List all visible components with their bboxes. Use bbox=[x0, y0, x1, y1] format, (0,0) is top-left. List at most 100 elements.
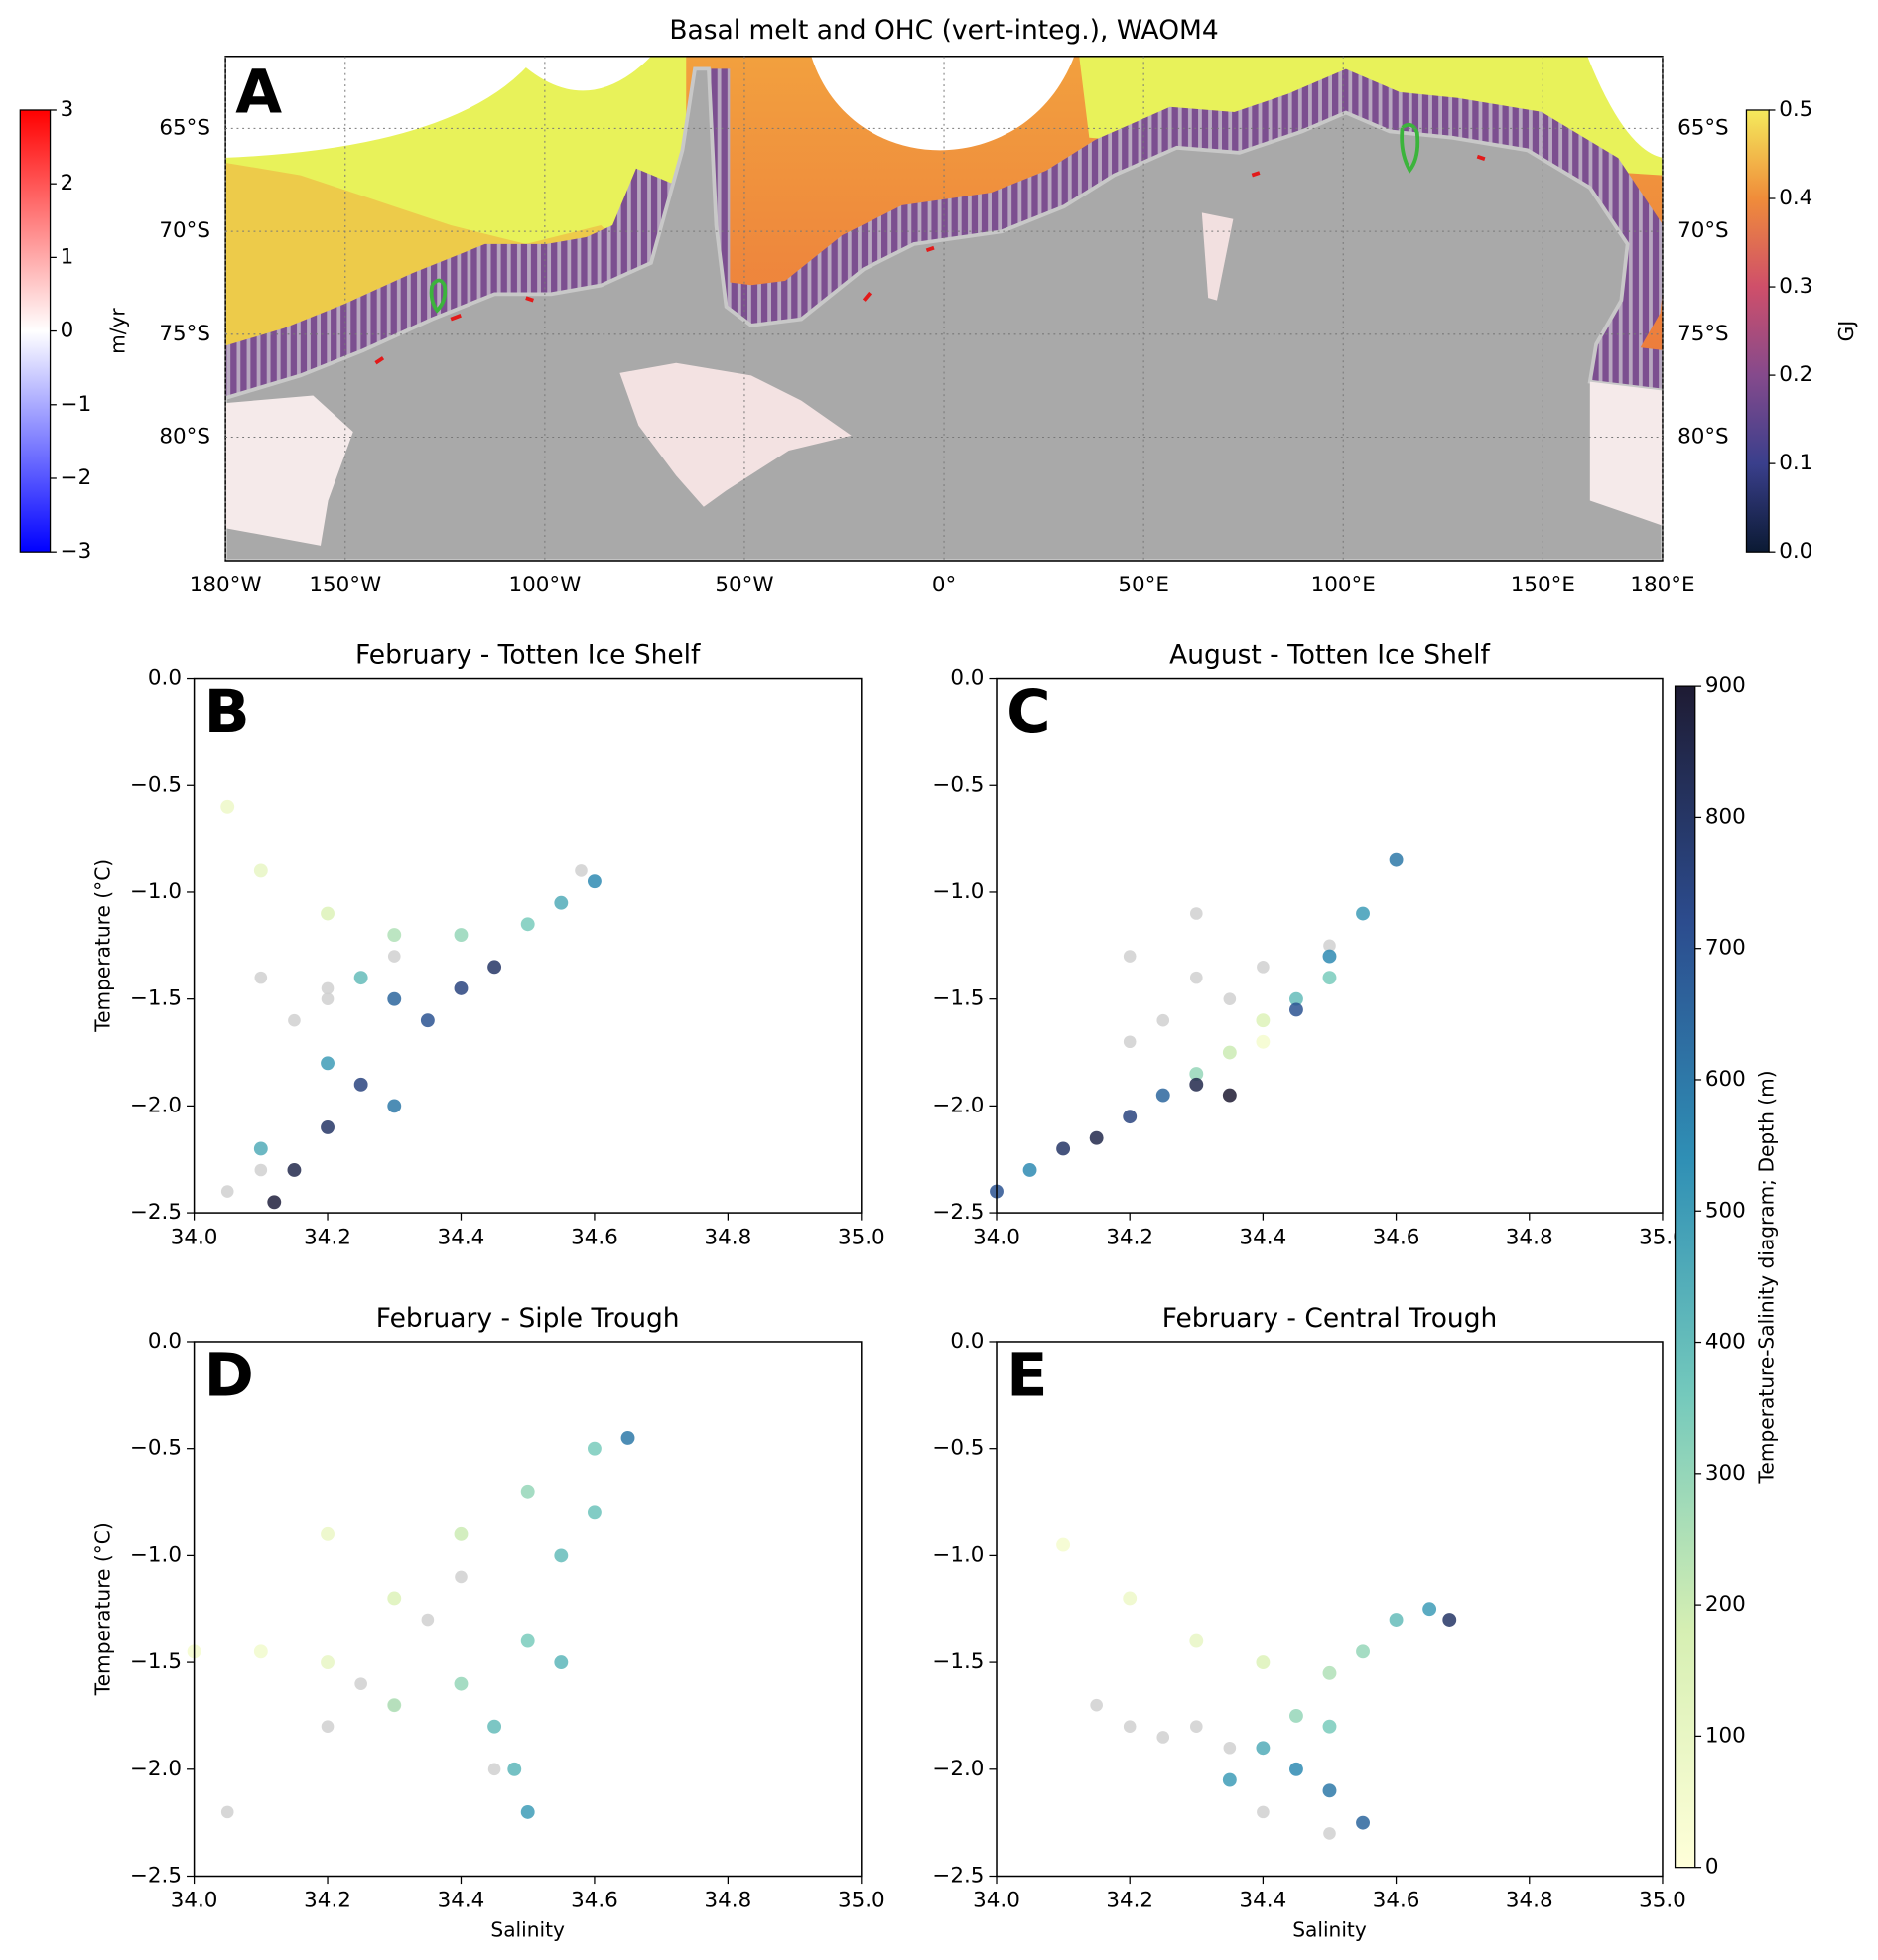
point bbox=[1022, 1163, 1037, 1177]
point bbox=[507, 1762, 522, 1776]
chart-title: February - Siple Trough bbox=[376, 1303, 680, 1334]
point bbox=[1090, 1698, 1103, 1712]
colorbar bbox=[19, 109, 52, 553]
axes-frame bbox=[996, 1341, 1664, 1878]
point bbox=[1289, 1709, 1303, 1723]
y-tick-label: 0.0 bbox=[148, 1329, 182, 1354]
colorbar-tick-label: 0.2 bbox=[1779, 362, 1812, 387]
point bbox=[1256, 1034, 1271, 1049]
point bbox=[1222, 1088, 1237, 1103]
point bbox=[487, 960, 502, 975]
point bbox=[1322, 1719, 1337, 1734]
colorbar bbox=[1745, 109, 1770, 553]
point bbox=[321, 981, 335, 995]
panel-label: C bbox=[1006, 678, 1050, 747]
map-edge bbox=[513, 56, 651, 91]
point bbox=[387, 1099, 402, 1113]
x-tick-label: 34.6 bbox=[571, 1889, 618, 1913]
colorbar-tick-label: 0.0 bbox=[1779, 539, 1812, 564]
point bbox=[1356, 1815, 1370, 1830]
panel-label: E bbox=[1006, 1341, 1047, 1410]
colorbar-tick-label: 0 bbox=[1705, 1855, 1719, 1880]
point bbox=[1257, 961, 1270, 974]
colorbar-tick-label: 100 bbox=[1705, 1723, 1746, 1748]
point bbox=[287, 1163, 302, 1177]
x-tick-label: 34.4 bbox=[1240, 1225, 1287, 1249]
x-tick-label: 180°W bbox=[190, 573, 262, 597]
chart-title: February - Central Trough bbox=[1162, 1303, 1498, 1334]
x-tick-label: 50°E bbox=[1118, 573, 1169, 597]
point bbox=[455, 1570, 468, 1584]
x-tick-label: 150°W bbox=[309, 573, 381, 597]
x-tick-label: 34.2 bbox=[304, 1225, 351, 1249]
y-tick-label: 0.0 bbox=[950, 666, 984, 691]
colorbar-tick-label: 0.3 bbox=[1779, 274, 1812, 299]
colorbar-tick-label: 3 bbox=[61, 97, 74, 122]
y-tick-label: 65°S bbox=[159, 115, 210, 140]
melt-spots bbox=[374, 154, 1486, 365]
colorbar-tick-label: 1 bbox=[61, 244, 74, 269]
point bbox=[1189, 1077, 1204, 1092]
point bbox=[554, 1655, 569, 1670]
point bbox=[520, 917, 535, 932]
point bbox=[1089, 1130, 1104, 1145]
point bbox=[321, 906, 335, 921]
point bbox=[267, 1195, 282, 1210]
point bbox=[220, 1185, 234, 1198]
y-tick-label: −1.5 bbox=[130, 986, 182, 1011]
y-tick-label: 70°S bbox=[159, 218, 210, 243]
x-tick-label: 34.8 bbox=[1506, 1225, 1553, 1249]
point bbox=[1056, 1141, 1071, 1156]
point bbox=[321, 1526, 335, 1541]
point bbox=[487, 1719, 502, 1734]
point bbox=[1189, 971, 1203, 984]
y-tick-label: −2.5 bbox=[130, 1200, 182, 1225]
x-tick-label: 35.0 bbox=[1639, 1889, 1686, 1913]
colorbar-tick-label: 0.1 bbox=[1779, 451, 1812, 475]
colorbar-tick-label: 500 bbox=[1705, 1198, 1746, 1223]
point bbox=[1389, 852, 1404, 867]
y-tick-label: 75°S bbox=[159, 322, 210, 346]
x-tick-label: 0° bbox=[932, 573, 956, 597]
colorbar-tick-label: 0.5 bbox=[1779, 97, 1812, 122]
point bbox=[1256, 1655, 1271, 1670]
point bbox=[554, 1548, 569, 1563]
colorbar-tick-label: 800 bbox=[1705, 804, 1746, 829]
x-axis-label: Salinity bbox=[1292, 1917, 1367, 1941]
y-tick-label: 80°S bbox=[1677, 425, 1729, 450]
y-tick-label: −1.5 bbox=[932, 1649, 984, 1674]
point bbox=[387, 928, 402, 942]
point bbox=[1222, 1772, 1237, 1787]
colorbar-tick-label: 900 bbox=[1705, 673, 1746, 698]
y-tick-label: 80°S bbox=[159, 425, 210, 450]
point bbox=[1256, 1013, 1271, 1028]
point bbox=[420, 1013, 435, 1028]
y-tick-label: −1.0 bbox=[932, 1542, 984, 1567]
point bbox=[321, 1119, 335, 1134]
point bbox=[1056, 1537, 1071, 1552]
point bbox=[1322, 949, 1337, 964]
point bbox=[387, 950, 401, 963]
point bbox=[587, 1505, 602, 1520]
chart-title: February - Totten Ice Shelf bbox=[355, 639, 701, 670]
point bbox=[253, 863, 268, 878]
colorbar-label: GJ bbox=[1834, 321, 1858, 342]
point bbox=[1123, 1720, 1137, 1734]
ice-shelf bbox=[1589, 381, 1663, 526]
colorbar-tick-label: −1 bbox=[61, 392, 92, 417]
x-tick-label: 50°W bbox=[715, 573, 773, 597]
point bbox=[620, 1430, 635, 1445]
x-tick-label: 34.4 bbox=[438, 1225, 485, 1249]
x-axis-label: Salinity bbox=[490, 1917, 565, 1941]
map-edge bbox=[225, 56, 536, 158]
point bbox=[220, 1805, 234, 1819]
point bbox=[387, 1698, 402, 1713]
x-tick-label: 34.8 bbox=[705, 1225, 752, 1249]
y-tick-label: −0.5 bbox=[130, 1436, 182, 1461]
point bbox=[1289, 1762, 1303, 1776]
y-tick-label: −0.5 bbox=[130, 772, 182, 797]
point bbox=[387, 991, 402, 1006]
point bbox=[321, 1720, 335, 1734]
point bbox=[421, 1613, 435, 1627]
